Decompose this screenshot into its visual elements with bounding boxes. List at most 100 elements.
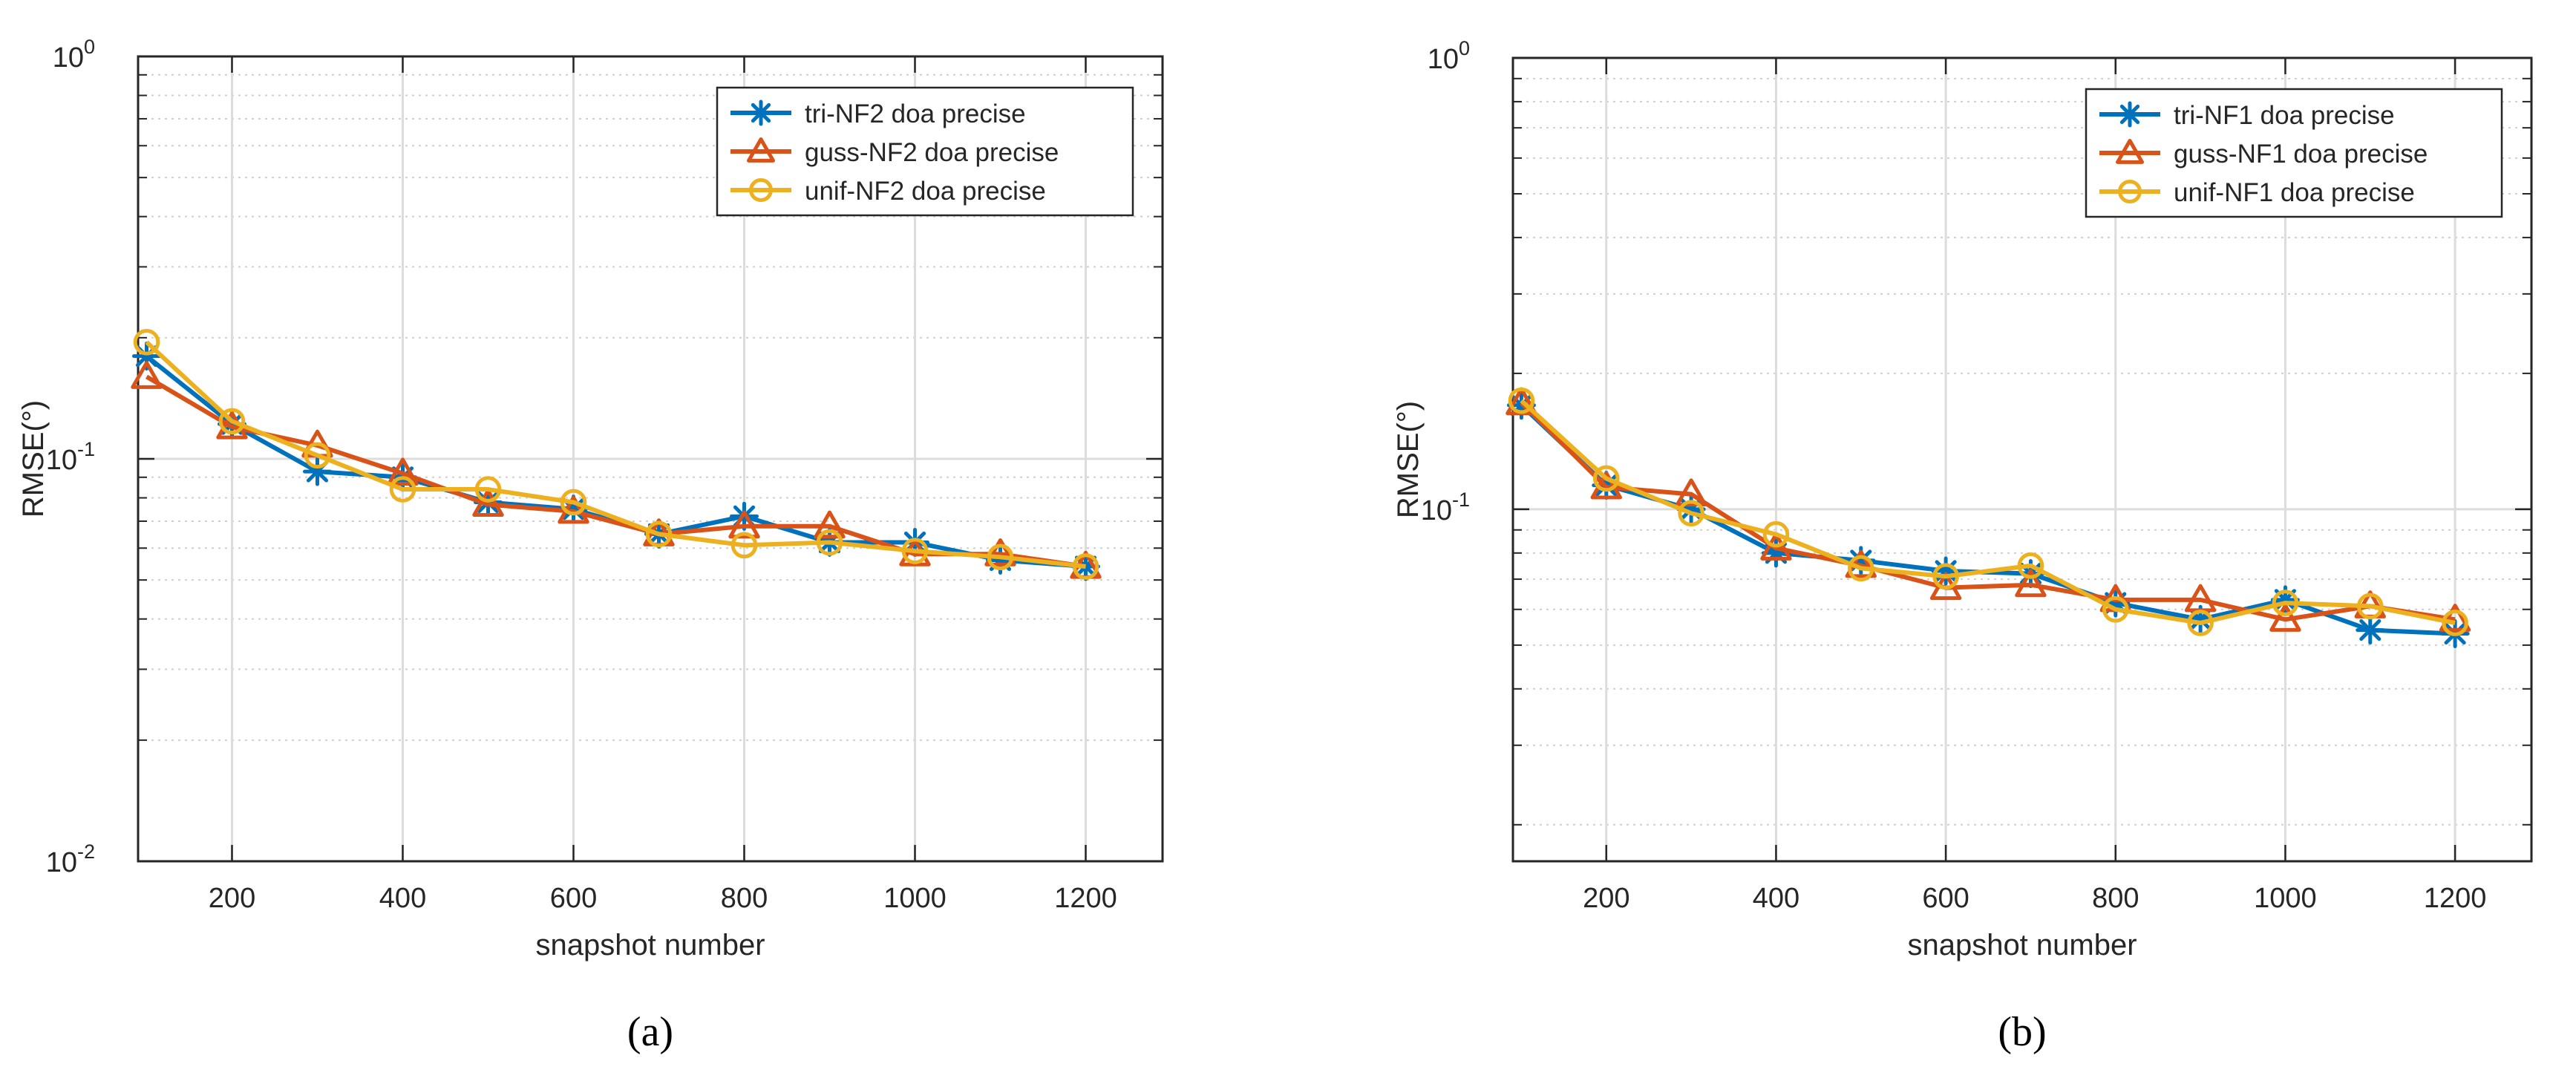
data-point bbox=[747, 137, 775, 163]
data-point bbox=[218, 408, 246, 435]
data-point bbox=[2116, 139, 2144, 164]
y-tick-label: 10-1 bbox=[1421, 489, 1470, 526]
data-point bbox=[560, 489, 587, 516]
y-tick-base: 10 bbox=[46, 445, 77, 476]
star-stroke bbox=[751, 102, 771, 123]
data-point bbox=[2116, 101, 2143, 128]
data-point bbox=[2017, 552, 2044, 579]
legend-label: tri-NF1 doa precise bbox=[2174, 101, 2395, 130]
legend-label: tri-NF2 doa precise bbox=[805, 99, 1026, 128]
data-point bbox=[389, 476, 416, 503]
legend-entry: guss-NF1 doa precise bbox=[2099, 139, 2428, 169]
data-point bbox=[987, 543, 1014, 571]
data-point bbox=[2439, 604, 2471, 632]
star-stroke bbox=[2119, 104, 2140, 125]
axes-box bbox=[137, 55, 1164, 863]
data-point bbox=[645, 520, 673, 548]
x-tick-label: 1000 bbox=[2254, 883, 2317, 914]
data-point bbox=[749, 178, 773, 202]
data-point bbox=[814, 510, 846, 539]
data-point bbox=[2356, 616, 2385, 645]
data-point bbox=[2102, 595, 2129, 623]
data-point bbox=[1760, 532, 1792, 561]
x-tick-label: 800 bbox=[721, 883, 768, 914]
data-point bbox=[1847, 555, 1874, 582]
data-point bbox=[387, 457, 419, 486]
data-point bbox=[1762, 520, 1790, 548]
x-tick-label: 1000 bbox=[883, 883, 947, 914]
series-line bbox=[145, 340, 1086, 569]
y-tick-exponent: 0 bbox=[1459, 37, 1470, 59]
y-tick-base: 10 bbox=[1421, 495, 1452, 526]
panel-caption: (b) bbox=[1998, 1009, 2046, 1055]
y-tick-exponent: 0 bbox=[84, 36, 95, 58]
x-tick-label: 1200 bbox=[1054, 883, 1117, 914]
data-point bbox=[2442, 610, 2468, 636]
x-axis-label: snapshot number bbox=[535, 929, 765, 961]
x-tick-label: 1200 bbox=[2424, 883, 2487, 914]
legend: tri-NF1 doa precise guss-NF1 doa precise u… bbox=[2085, 88, 2503, 218]
legend-label: guss-NF2 doa precise bbox=[805, 138, 1059, 167]
y-tick-label: 10-1 bbox=[46, 438, 95, 476]
y-tick-base: 10 bbox=[53, 42, 84, 74]
data-point bbox=[901, 538, 929, 564]
y-tick-label: 10-2 bbox=[46, 840, 95, 878]
x-axis-label: snapshot number bbox=[1907, 929, 2137, 961]
data-point bbox=[131, 361, 163, 389]
data-point bbox=[1592, 465, 1620, 492]
data-point bbox=[984, 538, 1016, 567]
x-tick-label: 400 bbox=[379, 883, 426, 914]
y-tick-label: 100 bbox=[1428, 37, 1470, 75]
x-tick-label: 600 bbox=[1922, 883, 1969, 914]
y-axis-label: RMSE(°) bbox=[1392, 401, 1425, 518]
data-point bbox=[2356, 592, 2384, 620]
y-tick-base: 10 bbox=[46, 847, 77, 878]
data-point bbox=[2269, 604, 2301, 632]
data-point bbox=[2015, 569, 2047, 598]
legend-entry: tri-NF1 doa precise bbox=[2099, 101, 2395, 130]
x-tick-label: 200 bbox=[1583, 883, 1629, 914]
data-point bbox=[1508, 387, 1535, 414]
legend-entry: tri-NF2 doa precise bbox=[730, 99, 1026, 128]
data-point bbox=[133, 329, 160, 356]
star-stroke bbox=[2359, 619, 2382, 641]
y-tick-label: 100 bbox=[53, 36, 95, 74]
y-tick-exponent: -1 bbox=[77, 438, 95, 460]
data-point bbox=[2272, 590, 2299, 616]
x-tick-label: 400 bbox=[1753, 883, 1799, 914]
series-line bbox=[1520, 399, 2456, 625]
data-point bbox=[816, 529, 843, 556]
legend-label: guss-NF1 doa precise bbox=[2174, 140, 2428, 169]
data-point bbox=[728, 510, 760, 539]
axes-box bbox=[1511, 56, 2533, 863]
data-point bbox=[2118, 180, 2142, 203]
x-tick-label: 800 bbox=[2092, 883, 2139, 914]
series-line bbox=[1520, 401, 2456, 622]
x-tick-label: 200 bbox=[209, 883, 255, 914]
legend-label: unif-NF2 doa precise bbox=[805, 177, 1046, 206]
data-point bbox=[2187, 610, 2214, 636]
legend-entry: unif-NF2 doa precise bbox=[730, 177, 1046, 206]
series-3 bbox=[1508, 387, 2468, 636]
legend-entry: unif-NF1 doa precise bbox=[2099, 178, 2415, 207]
y-tick-exponent: -1 bbox=[1452, 489, 1470, 511]
y-axis-label: RMSE(°) bbox=[17, 400, 50, 517]
legend-entry: guss-NF2 doa precise bbox=[730, 137, 1059, 167]
legend-label: unif-NF1 doa precise bbox=[2174, 178, 2415, 207]
data-point bbox=[472, 489, 504, 517]
panel-caption: (a) bbox=[627, 1009, 673, 1055]
data-point bbox=[1072, 553, 1099, 580]
data-point bbox=[748, 99, 774, 126]
data-point bbox=[1678, 500, 1704, 527]
x-tick-label: 600 bbox=[550, 883, 597, 914]
data-point bbox=[1932, 563, 1959, 590]
data-point bbox=[474, 476, 502, 503]
data-point bbox=[1675, 478, 1707, 507]
data-point bbox=[730, 532, 758, 559]
legend: tri-NF2 doa precise guss-NF2 doa precise u… bbox=[716, 86, 1134, 217]
data-point bbox=[304, 442, 331, 469]
